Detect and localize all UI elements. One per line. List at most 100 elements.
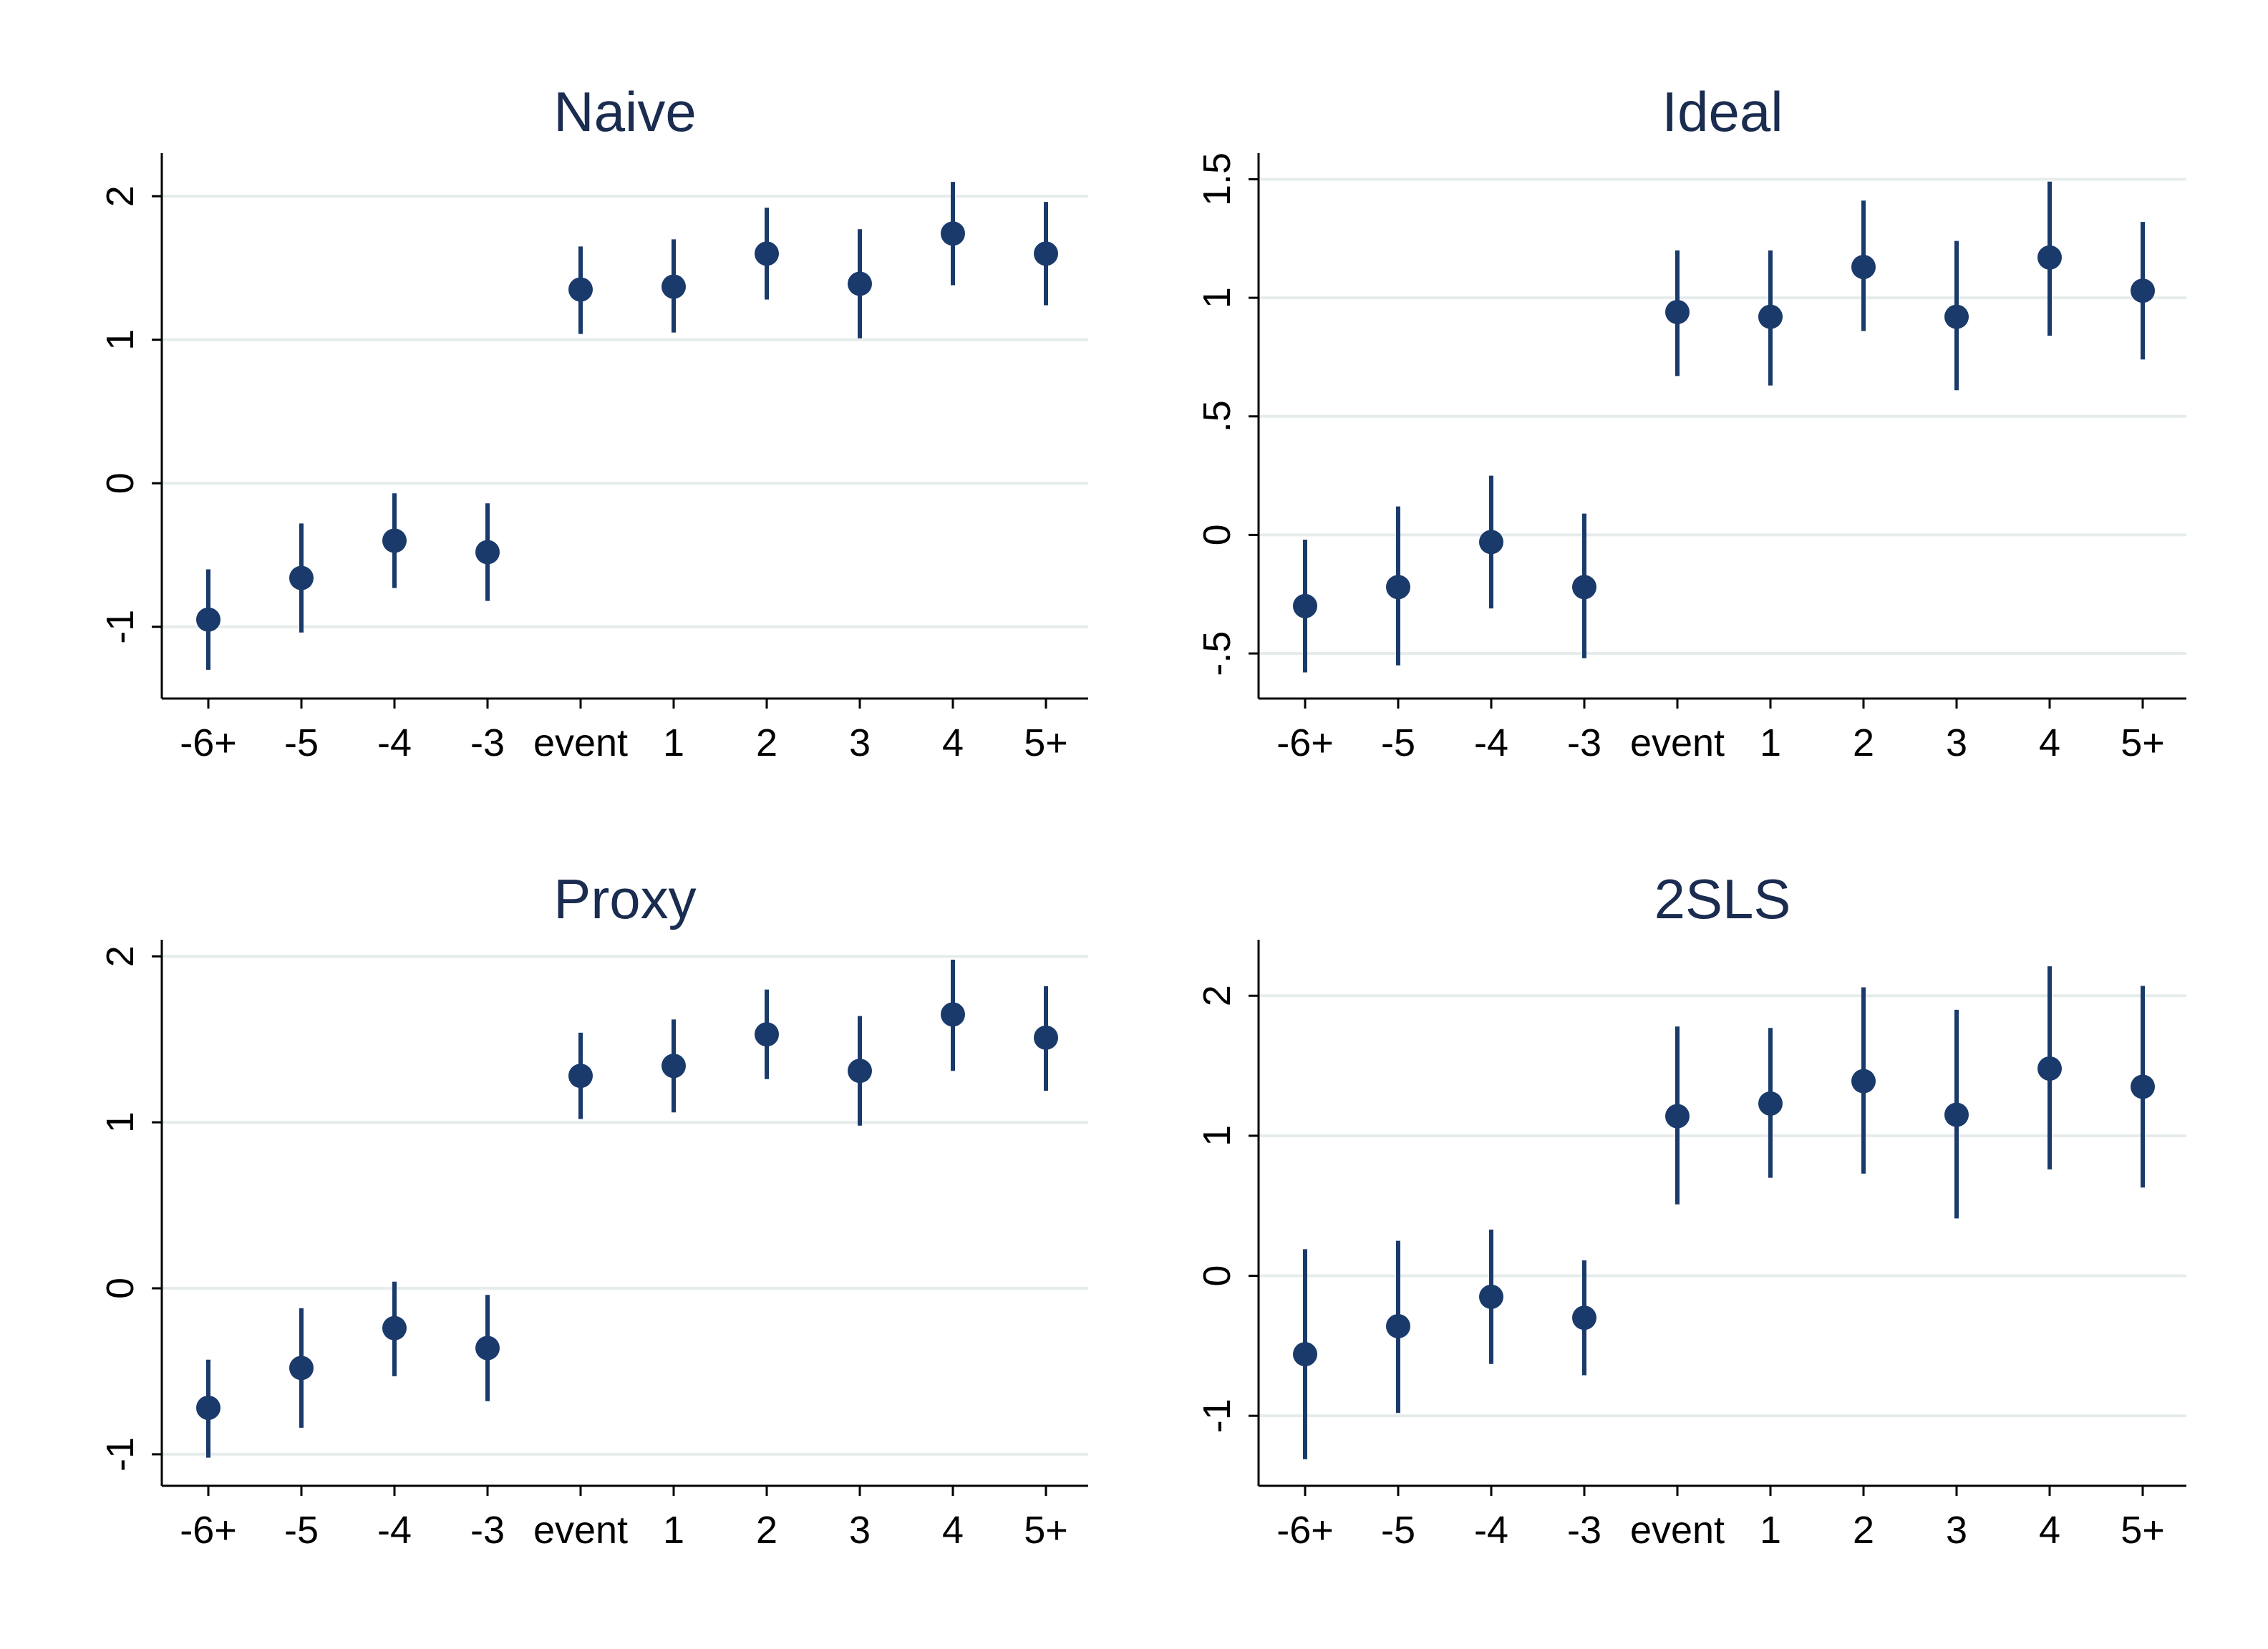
x-tick-label: -3 (470, 1509, 505, 1552)
x-tick-label: 5+ (1024, 721, 1068, 764)
y-tick-label: 1 (1196, 1125, 1239, 1147)
x-tick-label: -6+ (1276, 1509, 1334, 1552)
x-tick-label: event (533, 721, 628, 764)
panel-proxy: Proxy -1 0 1 2 -6+ -5 -4 -3 event 1 2 3 4 5+ (99, 867, 1088, 1552)
y-tick-label: 1 (99, 329, 142, 351)
x-tick-label: 4 (942, 1509, 964, 1552)
x-tick-label: -6+ (180, 721, 237, 764)
point-estimate (196, 607, 220, 632)
x-tick-label: -6+ (1276, 721, 1334, 764)
x-tick-label: 3 (849, 721, 871, 764)
x-tick-label: 1 (1760, 1509, 1781, 1552)
x-tick-label: 1 (1760, 721, 1781, 764)
point-estimate (1665, 299, 1690, 324)
x-tick-label: -4 (1474, 721, 1508, 764)
point-estimate (1758, 1091, 1783, 1116)
y-tick-label: 2 (1196, 985, 1239, 1006)
point-estimate (662, 274, 686, 299)
point-estimate (1479, 530, 1503, 555)
point-estimate (1944, 1102, 1969, 1127)
point-estimate (1034, 1025, 1058, 1050)
point-estimate (1572, 1305, 1596, 1331)
x-tick-label: -5 (1381, 1509, 1415, 1552)
point-estimate (1386, 1313, 1410, 1338)
point-estimate (1293, 593, 1317, 618)
chart-title: Ideal (1662, 80, 1783, 143)
x-tick-label: 2 (1853, 721, 1874, 764)
point-estimate (1758, 304, 1783, 329)
y-tick-label: 1.5 (1196, 152, 1239, 206)
x-tick-label: -4 (1474, 1509, 1508, 1552)
x-tick-label: 3 (849, 1509, 871, 1552)
point-estimate (475, 1336, 500, 1361)
chart-title: Naive (553, 80, 696, 143)
x-tick-label: -4 (377, 1509, 412, 1552)
point-estimate (475, 540, 500, 565)
point-estimate (196, 1396, 220, 1420)
x-tick-label: -3 (470, 721, 505, 764)
y-tick-label: 1 (99, 1112, 142, 1133)
point-estimate (1479, 1284, 1503, 1309)
x-tick-label: 5+ (2121, 721, 2165, 764)
y-tick-label: .5 (1196, 400, 1239, 432)
point-estimate (1293, 1342, 1317, 1367)
y-tick-label: 2 (99, 185, 142, 207)
point-estimate (1944, 304, 1969, 329)
point-estimate (1851, 255, 1876, 280)
y-tick-label: -1 (99, 610, 142, 644)
point-estimate (382, 528, 407, 553)
point-estimate (568, 1064, 593, 1089)
point-estimate (1851, 1069, 1876, 1094)
point-estimate (1572, 575, 1596, 600)
point-estimate (848, 1059, 872, 1084)
point-estimate (941, 1002, 965, 1027)
point-estimate (2037, 245, 2062, 270)
x-tick-label: 4 (942, 721, 964, 764)
x-tick-label: 5+ (2121, 1509, 2165, 1552)
point-estimate (2131, 278, 2155, 303)
x-tick-label: 2 (756, 721, 777, 764)
x-tick-label: -3 (1567, 1509, 1601, 1552)
x-tick-label: 1 (663, 1509, 684, 1552)
point-estimate (289, 565, 314, 590)
x-tick-label: 1 (663, 721, 684, 764)
point-estimate (848, 271, 872, 296)
chart-title: Proxy (553, 867, 696, 930)
point-estimate (1034, 241, 1058, 266)
y-tick-label: 0 (1196, 524, 1239, 545)
x-tick-label: -5 (284, 1509, 319, 1552)
x-tick-label: event (533, 1509, 628, 1552)
y-tick-label: -1 (1196, 1399, 1239, 1433)
point-estimate (662, 1054, 686, 1079)
point-estimate (755, 1022, 779, 1047)
point-estimate (1665, 1104, 1690, 1129)
panel-2sls: 2SLS -1 0 1 2 -6+ -5 -4 -3 event 1 2 3 4 5+ (1196, 867, 2186, 1552)
x-tick-label: 2 (1853, 1509, 1874, 1552)
y-tick-label: 0 (1196, 1265, 1239, 1287)
x-tick-label: 2 (756, 1509, 777, 1552)
panel-ideal: Ideal -.5 0 .5 1 1.5 -6+ -5 -4 -3 event 1 2 3 4 5+ (1196, 80, 2186, 764)
x-tick-label: -3 (1567, 721, 1601, 764)
x-tick-label: 3 (1946, 1509, 1967, 1552)
x-tick-label: 4 (2039, 721, 2060, 764)
point-estimate (1386, 575, 1410, 600)
x-tick-label: -4 (377, 721, 412, 764)
y-tick-label: 0 (99, 1278, 142, 1299)
point-estimate (382, 1315, 407, 1341)
x-tick-label: event (1630, 721, 1725, 764)
y-tick-label: 1 (1196, 287, 1239, 308)
y-tick-label: 2 (99, 945, 142, 967)
x-tick-label: -5 (284, 721, 319, 764)
x-tick-label: -6+ (180, 1509, 237, 1552)
x-tick-label: 3 (1946, 721, 1967, 764)
x-tick-label: -5 (1381, 721, 1415, 764)
panel-naive: Naive -1 0 1 2 -6+ -5 -4 -3 event 1 2 3 4 5+ (99, 80, 1088, 764)
x-tick-label: 5+ (1024, 1509, 1068, 1552)
point-estimate (2131, 1074, 2155, 1099)
y-tick-label: -1 (99, 1437, 142, 1472)
point-estimate (2037, 1056, 2062, 1081)
chart-title: 2SLS (1654, 867, 1791, 930)
x-tick-label: event (1630, 1509, 1725, 1552)
point-estimate (755, 241, 779, 266)
